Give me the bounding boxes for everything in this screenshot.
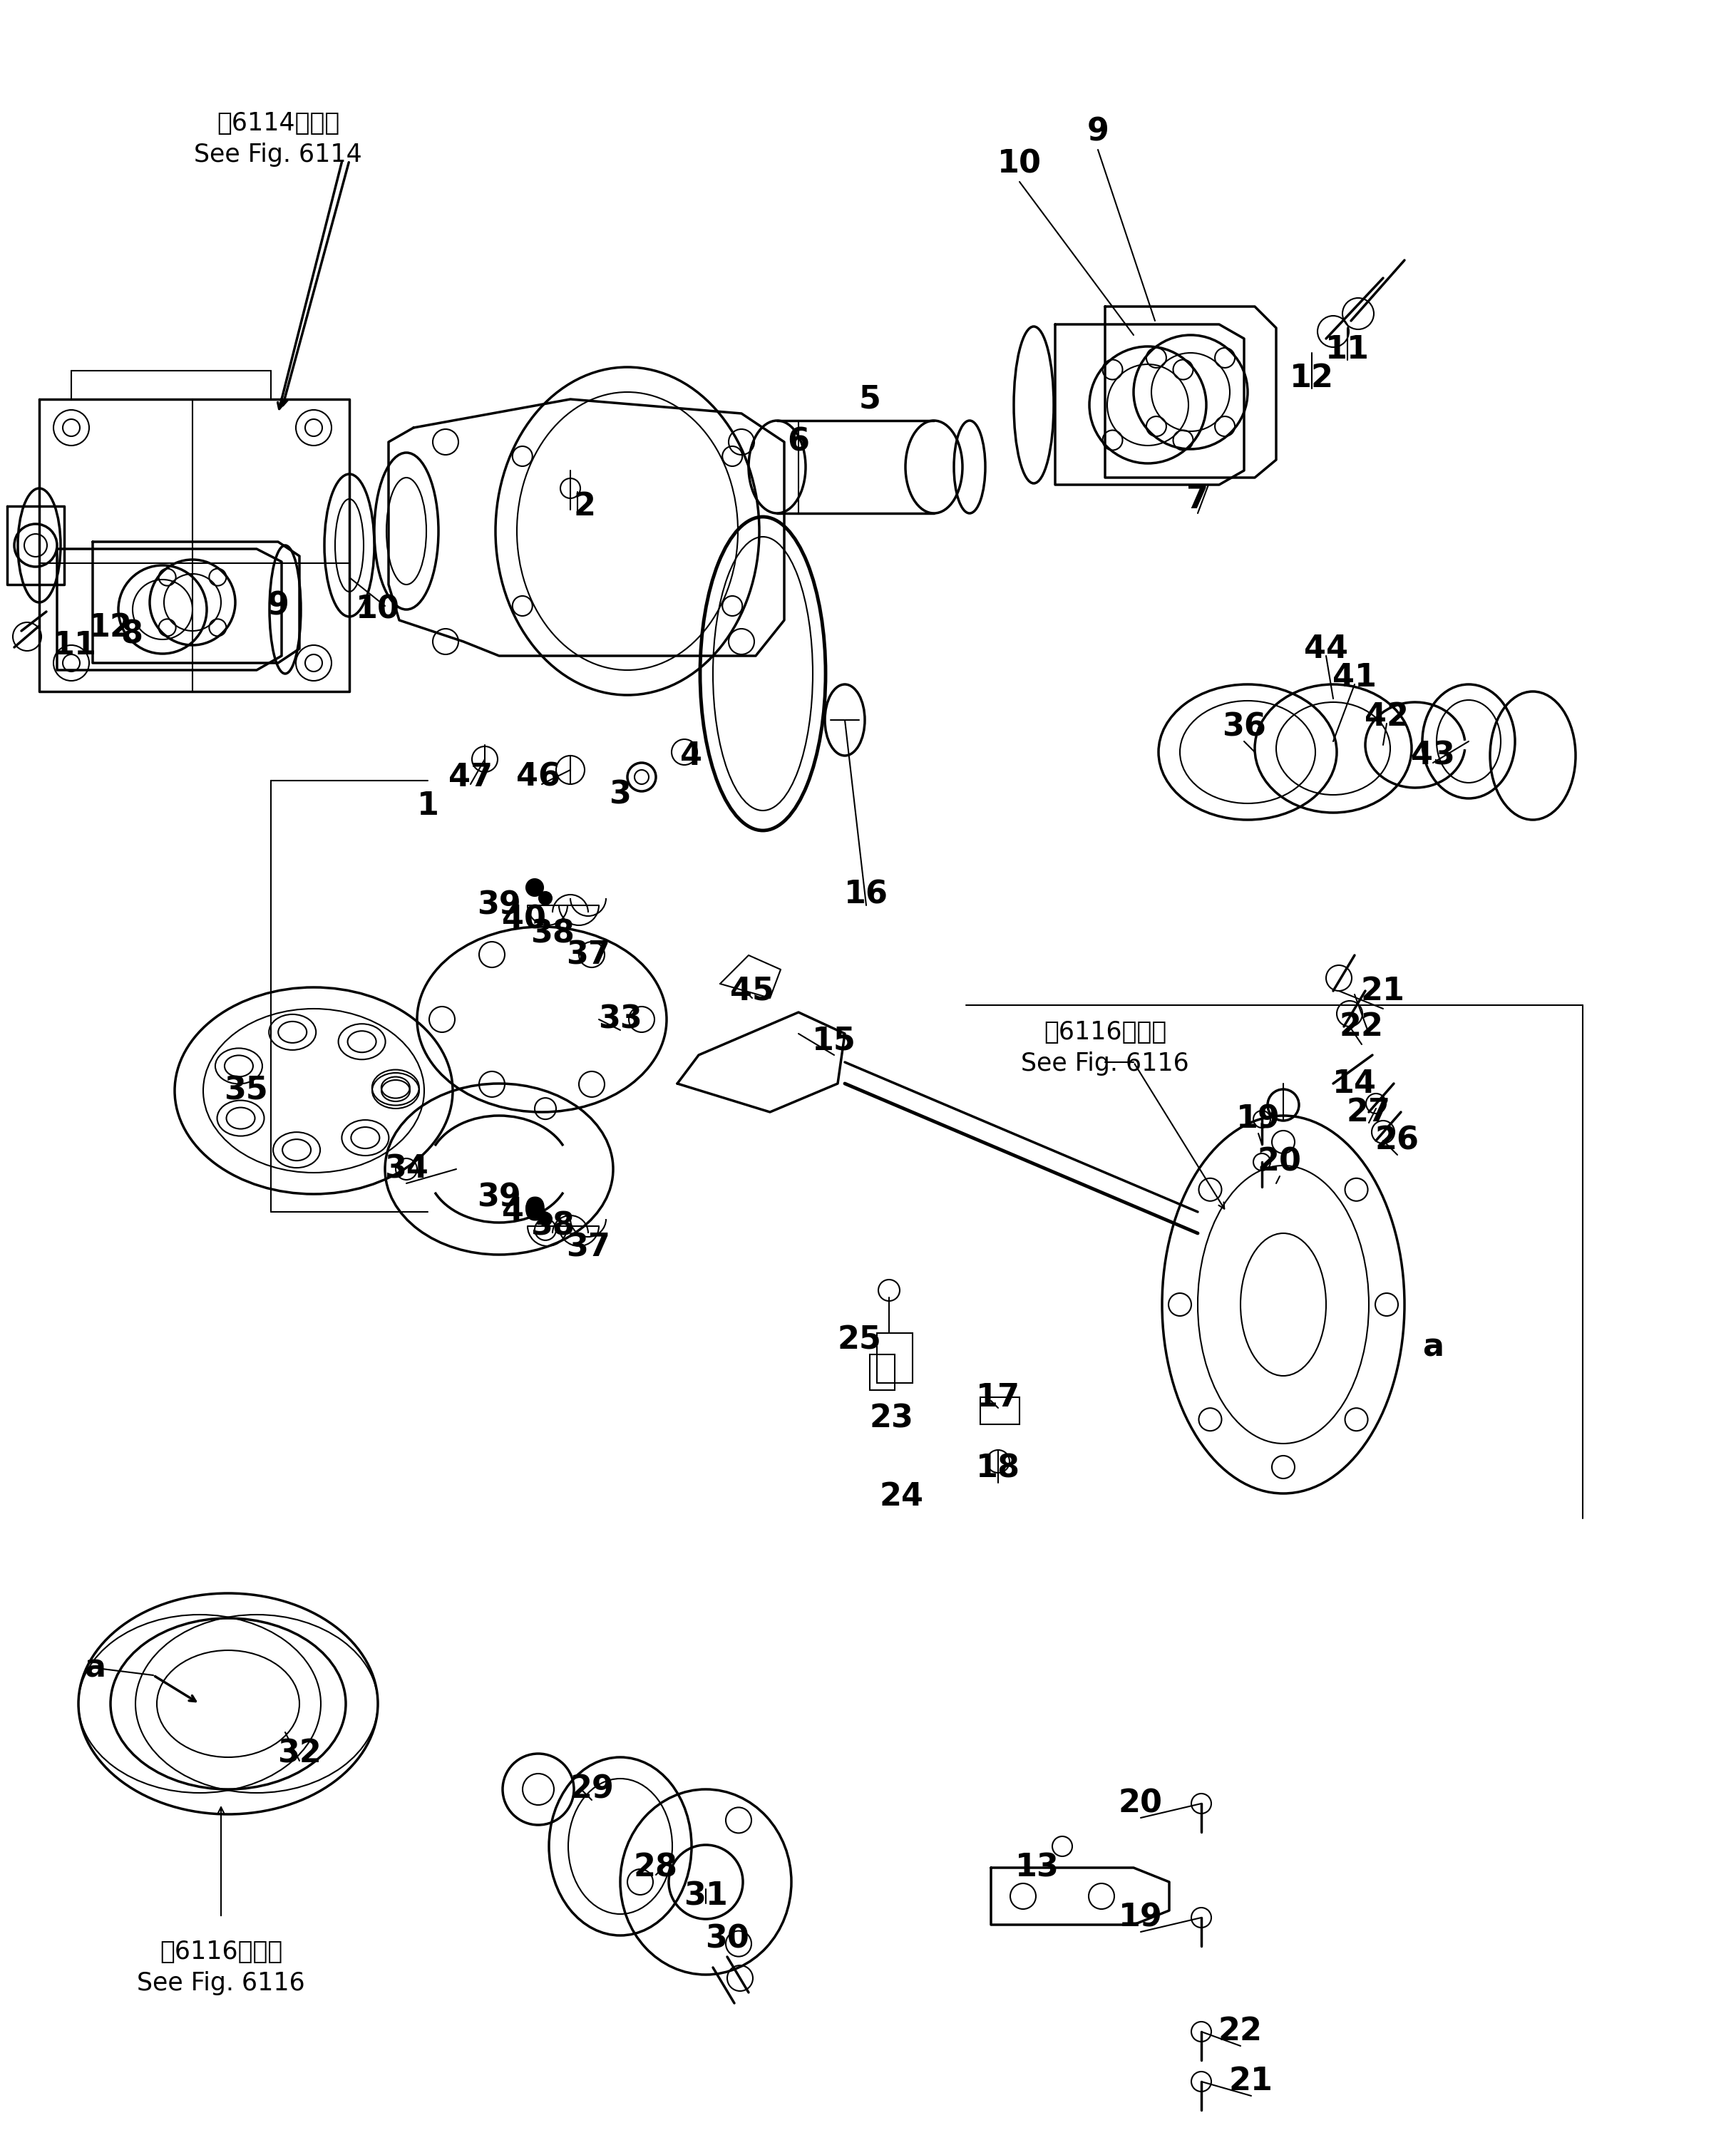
Text: 31: 31 — [684, 1881, 727, 1911]
Text: 37: 37 — [566, 1233, 611, 1263]
Text: 33: 33 — [599, 1004, 642, 1034]
Bar — [981, 1396, 1019, 1424]
Text: 30: 30 — [705, 1924, 750, 1955]
Text: 38: 38 — [531, 1211, 575, 1241]
Text: 23: 23 — [870, 1403, 913, 1433]
Text: 9: 9 — [267, 590, 290, 621]
Text: 13: 13 — [1016, 1853, 1059, 1883]
Circle shape — [526, 879, 543, 896]
Text: 39: 39 — [477, 1183, 521, 1213]
Text: 第6114図参照
See Fig. 6114: 第6114図参照 See Fig. 6114 — [194, 110, 363, 168]
Text: 4: 4 — [681, 741, 703, 771]
Text: 20: 20 — [1257, 1146, 1302, 1177]
Text: 1: 1 — [417, 791, 439, 821]
Text: 18: 18 — [976, 1452, 1021, 1485]
Text: 19: 19 — [1118, 1903, 1163, 1933]
Text: 7: 7 — [1187, 483, 1208, 515]
Text: 9: 9 — [1087, 116, 1109, 147]
Text: 47: 47 — [448, 761, 493, 793]
Text: 34: 34 — [384, 1153, 429, 1185]
Text: 5: 5 — [859, 384, 880, 414]
Circle shape — [538, 1213, 552, 1226]
Circle shape — [538, 892, 552, 905]
Text: 15: 15 — [812, 1026, 856, 1056]
Text: 44: 44 — [1304, 634, 1349, 664]
Text: 12: 12 — [89, 612, 132, 642]
Text: 3: 3 — [609, 780, 632, 810]
Text: 10: 10 — [356, 595, 399, 625]
Text: 29: 29 — [569, 1774, 615, 1804]
Text: 10: 10 — [998, 149, 1042, 179]
Text: 14: 14 — [1333, 1069, 1377, 1099]
Text: 38: 38 — [531, 918, 575, 948]
Text: 11: 11 — [1325, 334, 1370, 364]
Text: 第6116図参照
See Fig. 6116: 第6116図参照 See Fig. 6116 — [137, 1940, 306, 1996]
Text: 36: 36 — [1222, 711, 1266, 743]
Text: 6: 6 — [788, 427, 809, 457]
Circle shape — [526, 1200, 543, 1218]
Text: 20: 20 — [1118, 1789, 1163, 1819]
Text: 25: 25 — [837, 1325, 882, 1355]
Text: 27: 27 — [1347, 1097, 1391, 1127]
Text: 22: 22 — [1219, 2017, 1262, 2047]
Text: 21: 21 — [1361, 976, 1404, 1006]
Text: 32: 32 — [278, 1739, 321, 1769]
Text: 26: 26 — [1375, 1125, 1420, 1155]
Text: 24: 24 — [880, 1483, 924, 1513]
Text: 12: 12 — [1290, 362, 1333, 392]
Text: 8: 8 — [122, 618, 142, 651]
Text: a: a — [83, 1653, 106, 1683]
Text: 42: 42 — [1364, 700, 1408, 733]
Bar — [870, 1355, 894, 1390]
Circle shape — [561, 478, 580, 498]
Text: 40: 40 — [502, 1196, 547, 1226]
Bar — [877, 1334, 913, 1384]
Text: 45: 45 — [731, 976, 774, 1006]
Text: 35: 35 — [224, 1075, 267, 1106]
Text: a: a — [1422, 1332, 1444, 1362]
Text: 28: 28 — [634, 1853, 679, 1883]
Text: 40: 40 — [502, 905, 547, 935]
Text: 43: 43 — [1411, 741, 1455, 771]
Text: 39: 39 — [477, 890, 521, 920]
Text: 41: 41 — [1333, 662, 1377, 692]
Text: 16: 16 — [844, 879, 889, 909]
Text: 21: 21 — [1229, 2067, 1272, 2097]
Text: 19: 19 — [1236, 1103, 1281, 1134]
Text: 22: 22 — [1340, 1011, 1384, 1041]
Text: 第6116図参照
See Fig. 6116: 第6116図参照 See Fig. 6116 — [1021, 1019, 1189, 1075]
Text: 46: 46 — [516, 761, 561, 793]
Text: 17: 17 — [976, 1381, 1021, 1412]
Text: 11: 11 — [52, 629, 97, 659]
Text: 37: 37 — [566, 940, 611, 970]
Text: 2: 2 — [573, 491, 595, 522]
